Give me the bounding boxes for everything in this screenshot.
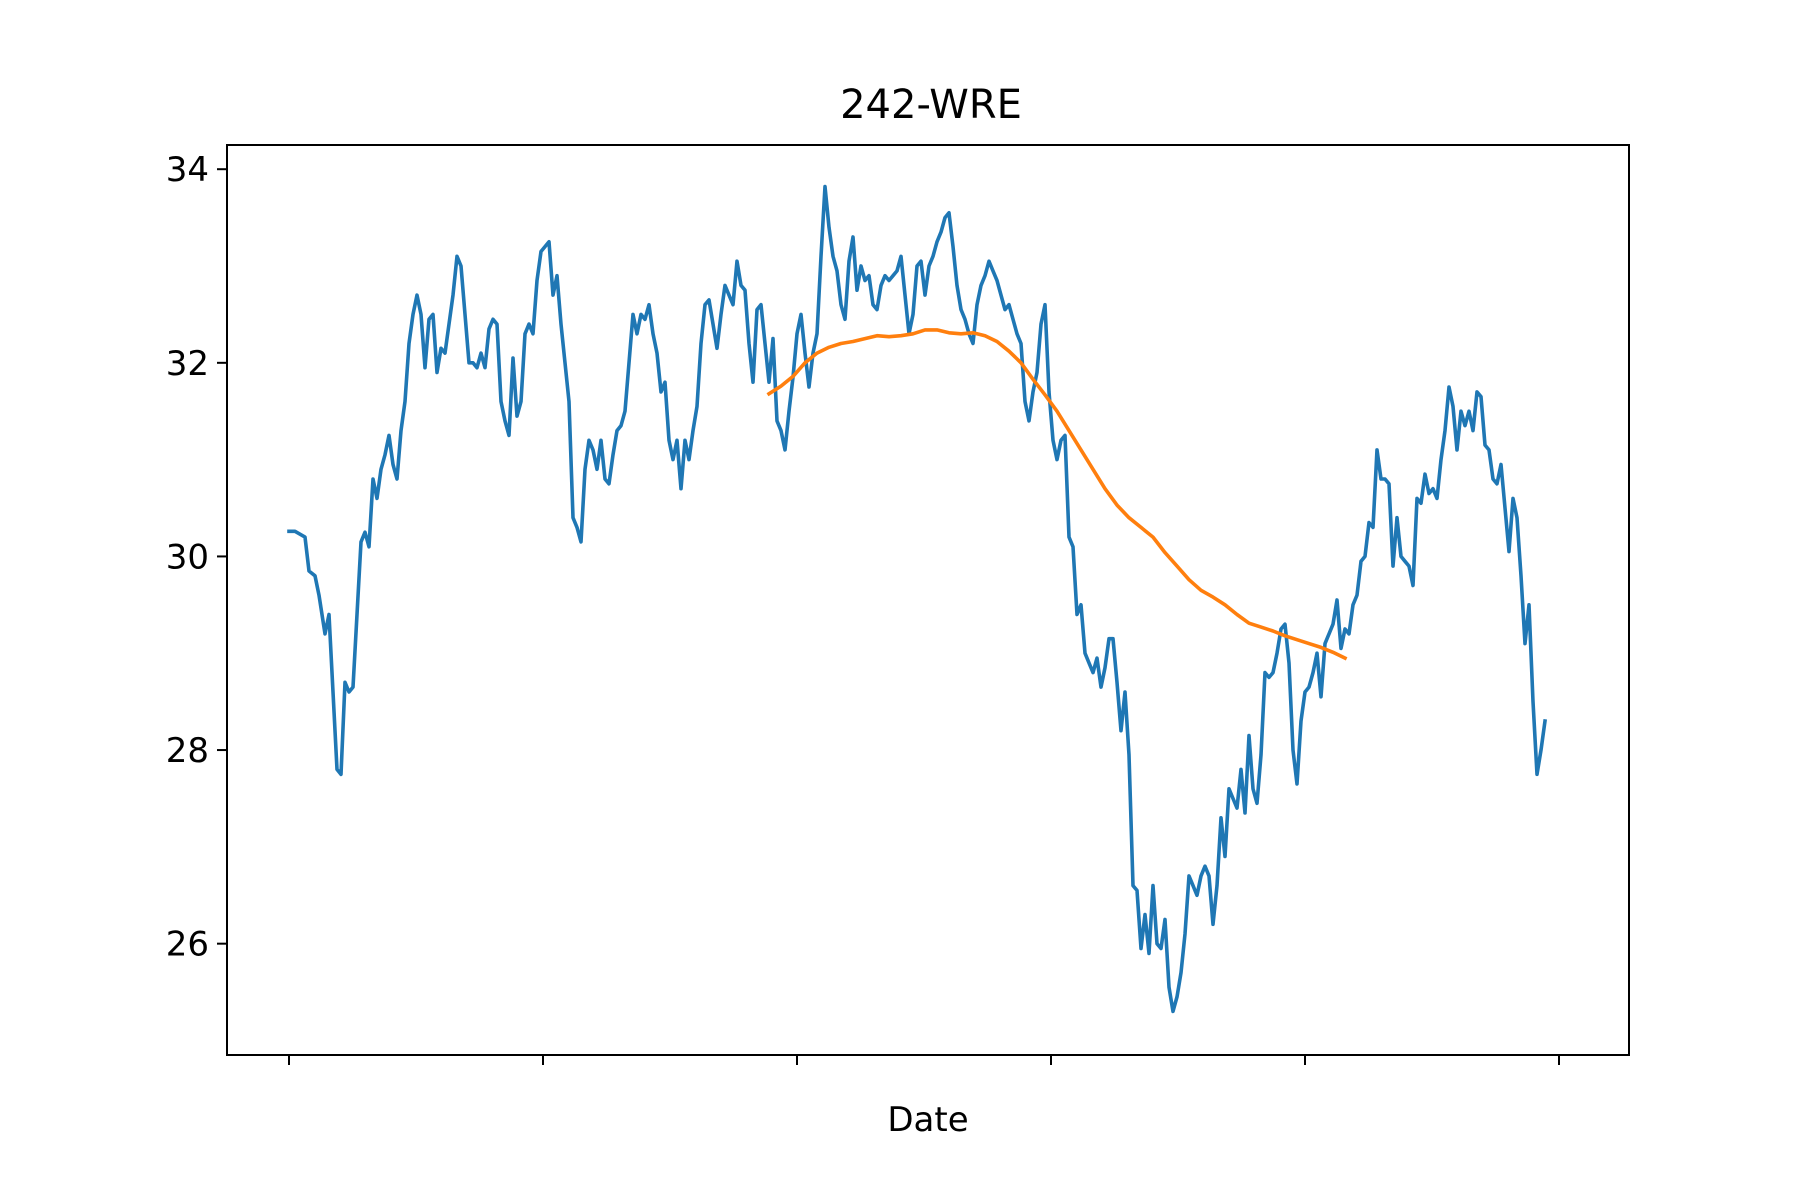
x-axis-label: Date — [887, 1100, 968, 1140]
y-tick-label: 26 — [166, 925, 209, 965]
chart-title: 242-WRE — [840, 82, 1022, 128]
series-line-2 — [769, 330, 1345, 658]
y-tick-label: 30 — [166, 537, 209, 577]
x-axis — [289, 1055, 1559, 1065]
y-axis: 26 28 30 32 34 — [166, 150, 227, 964]
y-tick-label: 28 — [166, 731, 209, 771]
series-layer — [289, 187, 1545, 1012]
series-line-1 — [289, 187, 1545, 1012]
y-tick-label: 34 — [166, 150, 209, 190]
y-tick-label: 32 — [166, 344, 209, 384]
